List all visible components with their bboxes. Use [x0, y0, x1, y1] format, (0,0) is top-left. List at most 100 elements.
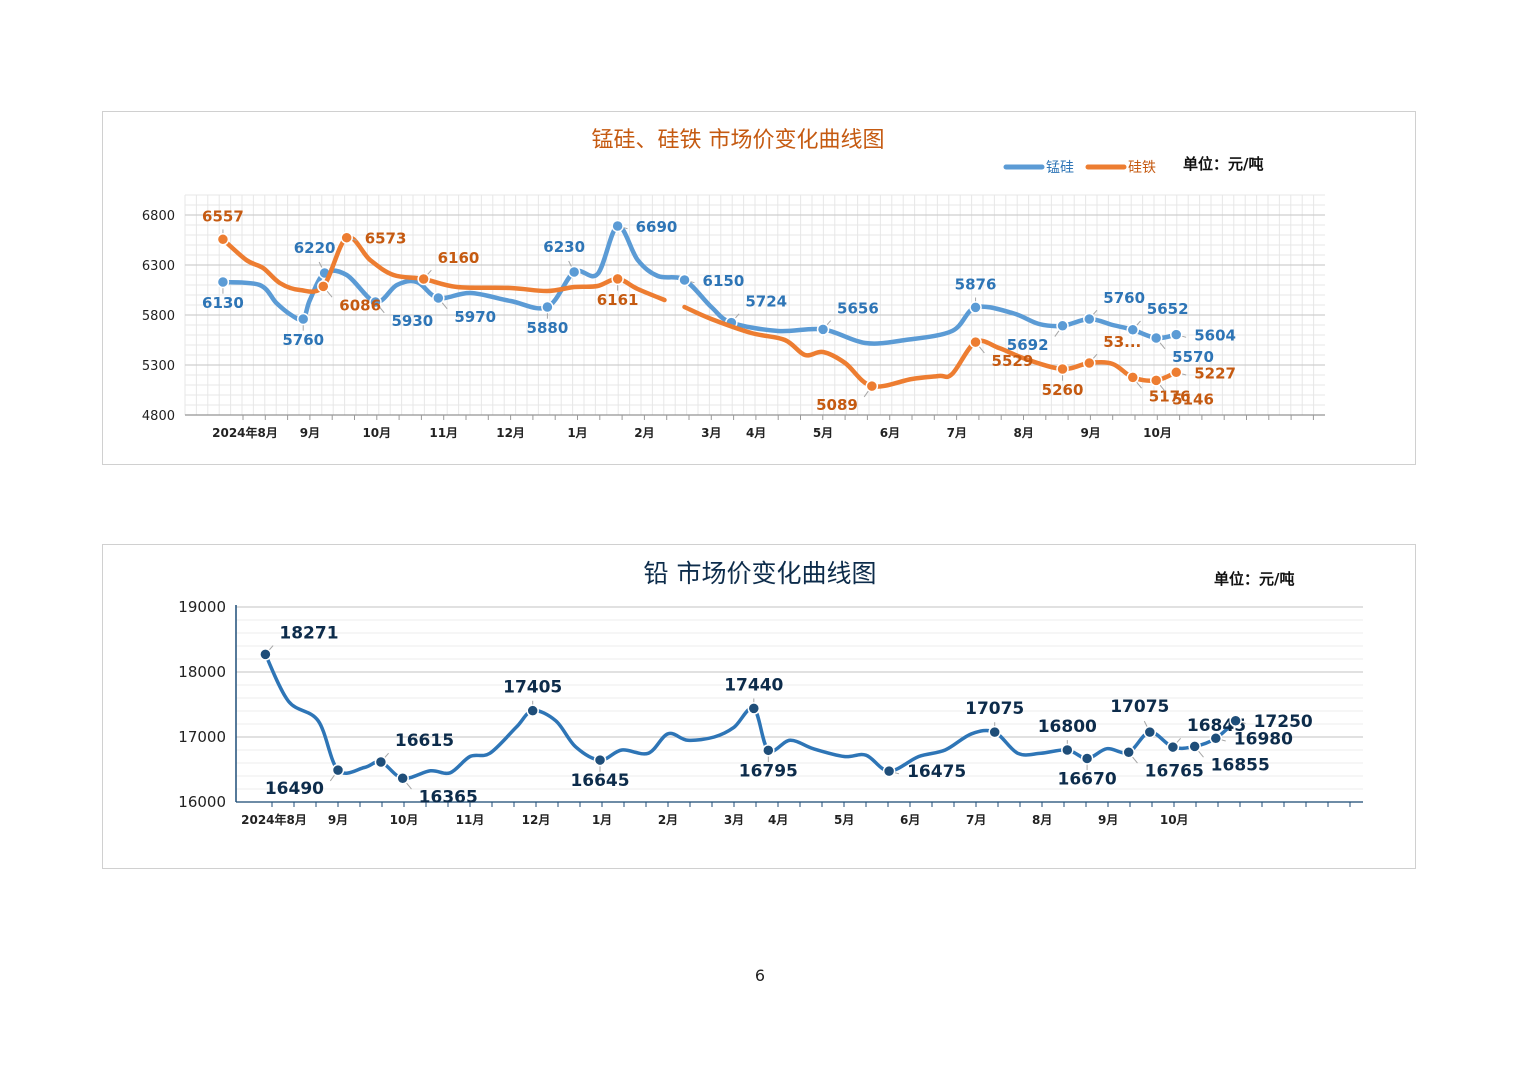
undefined-data-point: [865, 379, 879, 393]
undefined-x-tick-label: 8月: [1014, 426, 1034, 440]
undefined-data-point: [1061, 743, 1074, 757]
undefined-y-tick-label: 4800: [142, 409, 175, 424]
undefined-x-tick-label: 9月: [1098, 813, 1118, 827]
undefined-data-point: [1188, 740, 1201, 753]
undefined-data-point: [1149, 331, 1163, 345]
undefined-y-tick-label: 6800: [142, 209, 175, 224]
undefined-data-point: [432, 291, 445, 305]
undefined-x-tick-label: 12月: [496, 426, 525, 440]
undefined-x-tick-label: 2月: [634, 426, 654, 440]
undefined-data-point: [1143, 725, 1157, 739]
undefined-data-point: [1122, 746, 1135, 759]
undefined-x-tick-label: 6月: [880, 426, 900, 440]
undefined-data-label: 17405: [503, 678, 562, 698]
undefined-data-point: [259, 648, 272, 661]
undefined-data-point: [882, 764, 896, 778]
undefined-data-label: 5089: [816, 396, 858, 414]
undefined-data-label: 5930: [391, 312, 433, 330]
undefined-x-tick-label: 2024年8月: [212, 425, 278, 440]
undefined-x-tick-label: 11月: [429, 426, 458, 440]
undefined-data-label: 16800: [1038, 717, 1097, 737]
undefined-title: 锰硅、硅铁 市场价变化曲线图: [592, 128, 885, 153]
undefined-data-label: 16645: [570, 771, 629, 791]
undefined-data-label: 5260: [1042, 381, 1084, 399]
undefined-x-tick-label: 1月: [567, 426, 587, 440]
undefined-data-point: [317, 280, 330, 293]
undefined-data-point: [296, 312, 310, 326]
undefined-data-label: 17250: [1254, 712, 1313, 732]
undefined-x-tick-label: 4月: [746, 426, 766, 440]
undefined-data-point: [369, 295, 382, 309]
undefined-legend-label: 硅铁: [1128, 160, 1156, 176]
undefined-title: 铅 市场价变化曲线图: [644, 559, 877, 588]
undefined-data-point: [762, 744, 775, 757]
undefined-data-label: 6161: [597, 291, 639, 309]
undefined-data-label: 5227: [1194, 364, 1236, 382]
undefined-data-label: 5146: [1172, 390, 1214, 408]
undefined-x-tick-label: 1月: [592, 813, 612, 827]
undefined-x-tick-label: 2024年8月: [241, 812, 307, 827]
undefined-y-tick-label: 18000: [178, 663, 226, 681]
undefined-data-label: 6160: [438, 249, 480, 267]
undefined-x-tick-label: 6月: [900, 813, 920, 827]
undefined-data-point: [969, 335, 982, 349]
undefined-unit-label: 单位：元/吨: [1183, 155, 1263, 173]
undefined-legend-label: 锰硅: [1046, 160, 1074, 176]
undefined-x-tick-label: 3月: [724, 813, 744, 827]
undefined-data-point: [1126, 323, 1140, 337]
undefined-x-tick-label: 5月: [834, 813, 854, 827]
undefined-x-tick-label: 10月: [1143, 426, 1172, 440]
undefined-x-tick-label: 11月: [456, 813, 485, 827]
undefined-data-label: 5656: [837, 299, 879, 317]
undefined-data-point: [816, 323, 830, 336]
undefined-data-point: [1056, 362, 1069, 376]
undefined-data-point: [678, 273, 691, 287]
undefined-data-label: 5529: [992, 352, 1034, 370]
undefined-data-label: 17440: [724, 675, 783, 695]
undefined-y-tick-label: 17000: [178, 728, 226, 746]
undefined-data-point: [1080, 752, 1094, 765]
undefined-data-label: 6150: [703, 272, 745, 290]
undefined-y-tick-label: 19000: [178, 598, 226, 616]
undefined-data-label: 16980: [1234, 729, 1293, 749]
undefined-data-label: 5760: [1103, 289, 1145, 307]
undefined-y-tick-label: 6300: [142, 259, 175, 274]
undefined-data-label: 6690: [636, 218, 678, 236]
undefined-x-tick-label: 10月: [1160, 813, 1189, 827]
undefined-data-label: 17075: [1110, 697, 1169, 717]
undefined-x-tick-label: 10月: [362, 426, 391, 440]
undefined-data-label: 5604: [1194, 327, 1236, 345]
undefined-x-tick-label: 9月: [300, 426, 320, 440]
undefined-data-label: 18271: [279, 623, 338, 643]
undefined-data-point: [331, 763, 345, 777]
undefined-data-label: 5724: [745, 293, 787, 311]
undefined-data-point: [567, 265, 581, 279]
undefined-data-point: [611, 219, 624, 233]
undefined-data-point: [988, 725, 1001, 739]
undefined-data-point: [611, 272, 624, 286]
undefined-data-label: 16765: [1145, 761, 1204, 781]
undefined-data-label: 53...: [1103, 333, 1141, 351]
undefined-data-point: [593, 753, 607, 767]
undefined-data-label: 5970: [454, 308, 496, 326]
undefined-data-label: 16855: [1211, 755, 1270, 775]
undefined-x-tick-label: 3月: [701, 426, 721, 440]
undefined-data-label: 6130: [202, 294, 244, 312]
undefined-x-tick-label: 9月: [328, 813, 348, 827]
undefined-data-label: 6086: [339, 296, 381, 314]
undefined-data-label: 5652: [1147, 300, 1189, 318]
undefined-data-label: 5176: [1149, 387, 1191, 405]
undefined-data-point: [374, 755, 388, 769]
undefined-data-label: 5570: [1172, 348, 1214, 366]
undefined-data-point: [1170, 328, 1183, 341]
undefined-x-tick-label: 10月: [390, 813, 419, 827]
undefined-data-label: 5880: [527, 319, 569, 337]
undefined-data-label: 16365: [419, 787, 478, 807]
undefined-x-tick-label: 12月: [522, 813, 551, 827]
undefined-data-label: 16795: [739, 761, 798, 781]
undefined-data-label: 6557: [202, 207, 244, 225]
undefined-data-label: 17075: [965, 699, 1024, 719]
undefined-data-point: [417, 272, 430, 286]
